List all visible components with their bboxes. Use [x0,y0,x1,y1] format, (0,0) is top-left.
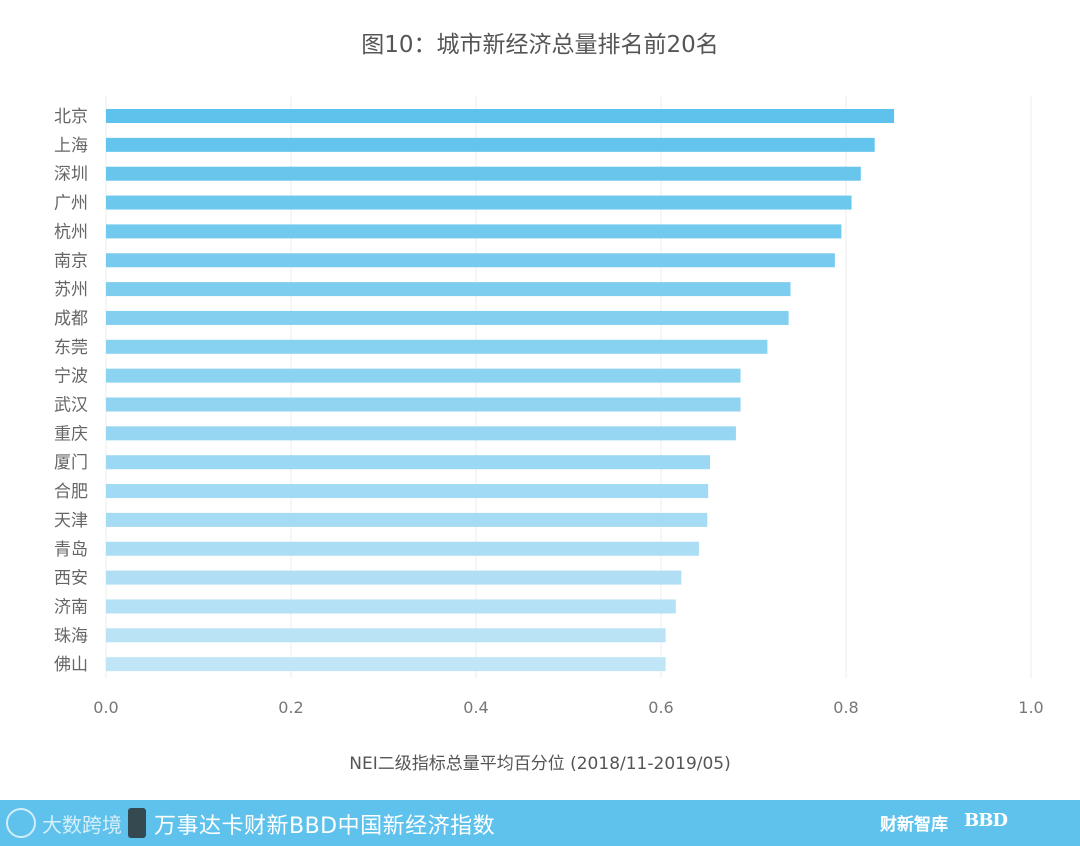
x-axis-label: NEI二级指标总量平均百分位 (2018/11-2019/05) [349,754,731,774]
bar [106,628,666,643]
bar [106,224,842,239]
category-label: 南京 [54,251,88,271]
bar [106,541,699,556]
category-label: 东莞 [54,338,88,358]
bar [106,599,676,614]
x-tick-label: 0.4 [463,698,488,717]
bar [106,282,791,297]
category-label: 广州 [54,194,88,214]
category-label: 西安 [54,569,88,589]
logo-icon [6,808,36,838]
category-label: 济南 [54,597,88,617]
category-label: 杭州 [54,222,88,242]
category-label: 佛山 [54,655,88,675]
bar [106,109,895,123]
bar [106,166,861,181]
category-label: 天津 [54,511,88,531]
x-tick-label: 0.2 [278,698,303,717]
category-label: 深圳 [54,165,88,185]
x-tick-label: 0.8 [833,698,858,717]
category-label: 合肥 [54,482,88,502]
bar [106,339,768,354]
bar [106,368,741,383]
watermark-text: 大数跨境 [42,812,122,837]
bar [106,570,682,585]
caixin-logo: 财新智库 [880,815,948,835]
bar [106,253,835,268]
x-tick-labels: 0.0 0.2 0.4 0.6 0.8 1.0 [93,698,1043,717]
bars [106,109,895,672]
bar [106,657,666,672]
category-label: 重庆 [54,424,88,444]
category-label: 北京 [54,107,88,127]
bar-chart: 图10：城市新经济总量排名前20名 北京上海深圳广州杭州南京苏州成都东莞宁波武汉… [54,32,1044,774]
category-label: 青岛 [54,540,88,560]
category-label: 成都 [54,309,88,329]
bar [106,455,711,470]
category-label: 苏州 [54,280,88,300]
bar [106,195,852,210]
bar [106,310,789,325]
x-tick-label: 1.0 [1018,698,1043,717]
index-title: 万事达卡财新BBD中国新经济指数 [154,814,496,839]
gridlines [105,96,1032,678]
bar [106,426,736,441]
bar [106,484,709,499]
x-tick-label: 0.0 [93,698,118,717]
x-tick-label: 0.6 [648,698,673,717]
footer-banner: 大数跨境 万事达卡财新BBD中国新经济指数 财新智库 BBD [0,800,1080,846]
watermark-badge: 大数跨境 [6,806,146,840]
category-label: 武汉 [54,396,88,416]
bar [106,512,708,527]
category-label: 厦门 [54,453,88,473]
category-label: 宁波 [54,367,88,387]
category-label: 上海 [54,136,88,156]
category-label: 珠海 [54,626,88,646]
phone-icon [128,808,146,838]
bar [106,397,741,412]
chart-title: 图10：城市新经济总量排名前20名 [361,32,719,58]
bbd-logo: BBD [964,810,1008,831]
bar [106,137,875,152]
